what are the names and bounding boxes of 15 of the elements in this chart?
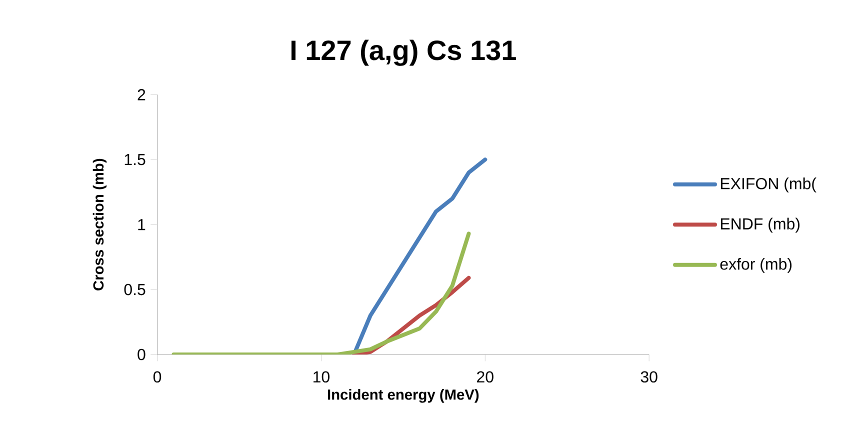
chart-title: I 127 (a,g) Cs 131	[291, 39, 516, 66]
y-tick-label: 0	[138, 348, 146, 360]
y-tick-label: 2	[138, 88, 146, 100]
y-tick-label: 0.5	[124, 284, 146, 295]
x-tick-label: 10	[314, 370, 330, 382]
x-tick-label: 0	[153, 370, 162, 382]
y-tick-label: 1	[138, 218, 146, 230]
y-axis-title: Cross section (mb)	[92, 158, 107, 290]
x-tick-label: 20	[477, 370, 494, 382]
x-axis-title: Incident energy (MeV)	[328, 388, 479, 403]
x-tick-label: 30	[640, 370, 658, 382]
legend-label: ENDF (mb)	[720, 218, 800, 232]
y-tick-label: 1.5	[124, 154, 146, 165]
legend-label: EXIFON (mb(	[720, 177, 816, 192]
legend-label: exfor (mb)	[720, 258, 792, 273]
